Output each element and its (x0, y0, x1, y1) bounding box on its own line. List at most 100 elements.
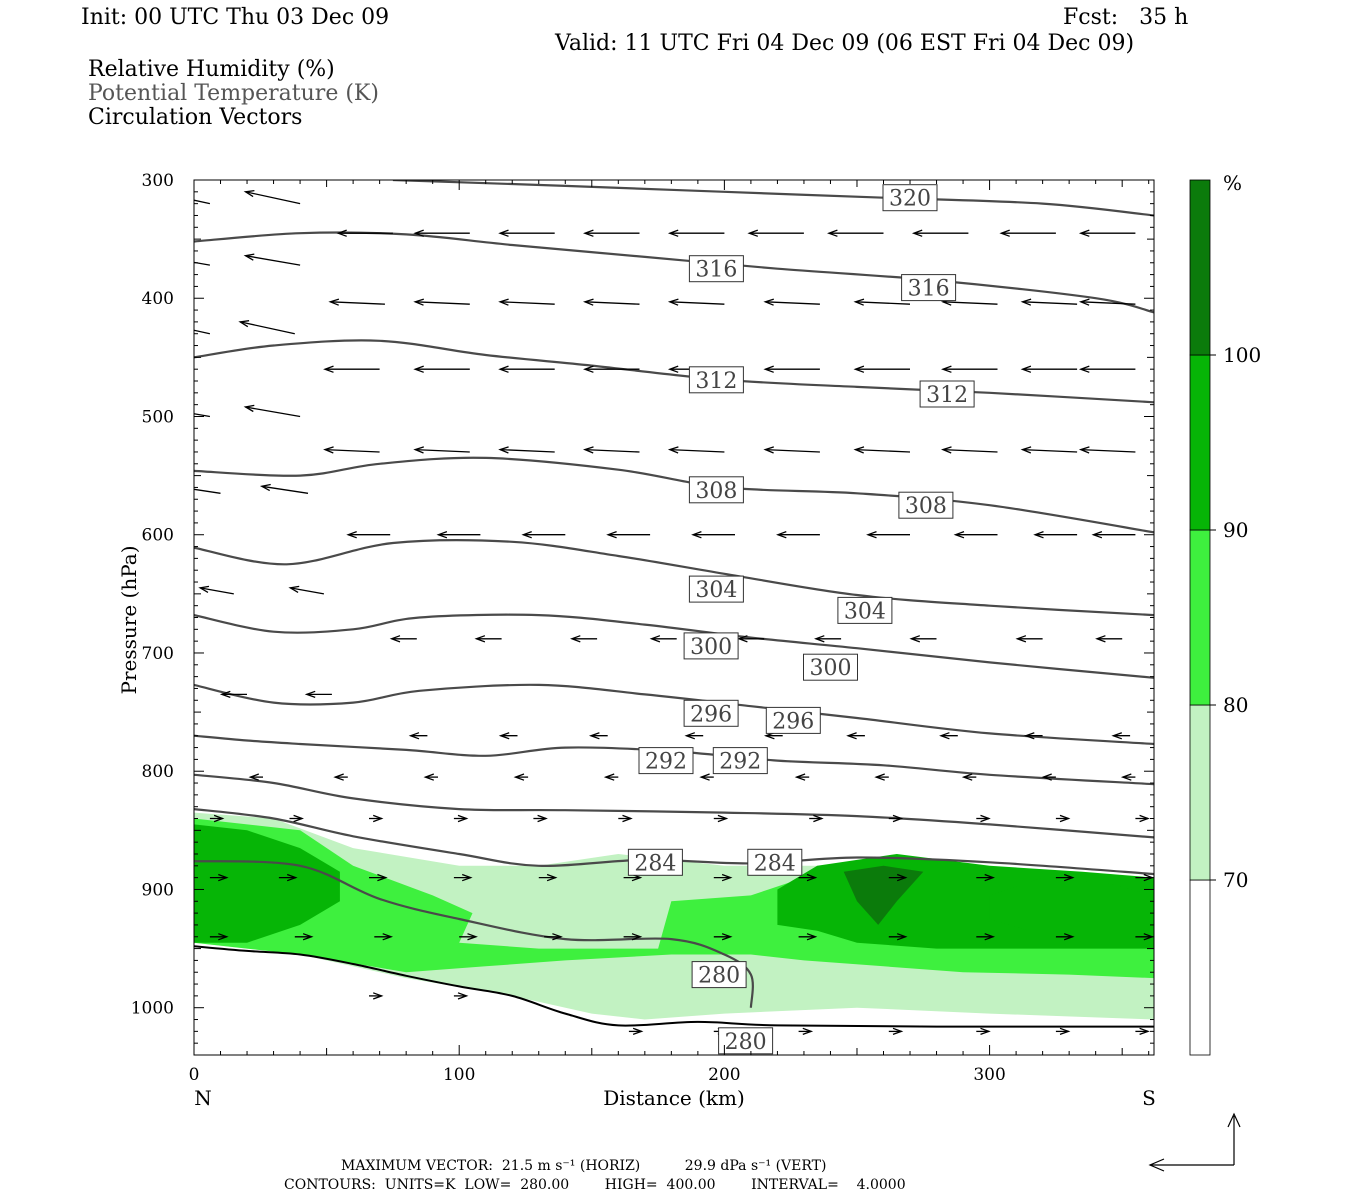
contour-label: 316 (695, 258, 737, 283)
vector-arrowhead (813, 814, 824, 823)
axis-ticks (193, 179, 1154, 1056)
vector-arrowhead (259, 483, 271, 492)
vector-arrowhead (1063, 933, 1075, 941)
contour-label-box (765, 706, 821, 734)
vector-arrowhead (940, 446, 952, 454)
y-tick-label: 700 (142, 644, 174, 664)
vector-arrowhead (174, 485, 183, 491)
circulation-vector (415, 448, 470, 453)
vector-arrowhead (457, 992, 469, 1000)
contour-label-box (882, 184, 938, 212)
theta-contours (194, 180, 1154, 1008)
circulation-vector (765, 448, 820, 453)
circulation-vector (261, 485, 309, 494)
vector-arrowhead (498, 229, 509, 237)
vector-arrowhead (1139, 814, 1150, 823)
theta-contour-line (194, 734, 1154, 786)
contour-label: 308 (695, 479, 737, 504)
vector-arrowhead (892, 1027, 904, 1036)
vector-arrowhead (408, 732, 420, 740)
x-tick-label: 100 (443, 1065, 475, 1085)
circulation-vector (240, 321, 295, 335)
y-tick-label: 600 (142, 526, 174, 546)
contour-label: 292 (645, 750, 687, 775)
vector-arrowhead (583, 365, 594, 373)
contour-label: 308 (905, 494, 947, 519)
circulation-vector (194, 261, 211, 266)
colorbar-segment (1189, 354, 1211, 531)
contour-label: 280 (698, 964, 740, 989)
circulation-vector (290, 587, 325, 595)
vector-arrowhead (632, 1027, 644, 1036)
contour-label: 296 (690, 702, 732, 727)
circulation-vector (584, 301, 640, 305)
contour-label: 280 (725, 1030, 767, 1055)
vector-arrowhead (1078, 298, 1090, 306)
contour-info-note: CONTOURS: UNITS=K LOW= 280.00 HIGH= 400.… (284, 1177, 906, 1193)
vector-arrowhead (288, 585, 300, 593)
circulation-vector (765, 301, 820, 305)
vector-arrowhead (521, 530, 532, 539)
vector-arrowhead (827, 229, 838, 237)
vector-arrowhead (1111, 732, 1123, 740)
contour-label: 300 (810, 656, 852, 681)
contour-label-box (898, 491, 954, 519)
contour-label: 316 (908, 277, 950, 302)
circulation-vector (194, 329, 211, 335)
vector-arrowhead (389, 635, 401, 643)
contour-label: 296 (772, 709, 814, 734)
vector-arrowhead (999, 229, 1010, 237)
contour-label: 312 (695, 369, 737, 394)
vector-arrowhead (243, 253, 255, 261)
vector-arrowhead (333, 773, 344, 781)
vector-arrowhead (939, 732, 950, 740)
x-axis-title: Distance (km) (603, 1086, 745, 1110)
contour-label: 312 (926, 383, 968, 408)
vector-arrowhead (413, 298, 424, 306)
contour-label: 284 (634, 851, 676, 876)
circulation-vector (584, 448, 640, 453)
circulation-vector (942, 448, 998, 453)
vector-arrowhead (423, 773, 435, 781)
max-vector-note: MAXIMUM VECTOR: 21.5 m s⁻¹ (HORIZ) 29.9 … (341, 1158, 827, 1174)
vector-arrowhead (377, 873, 388, 882)
vector-arrowhead (684, 732, 696, 740)
circulation-vector (330, 301, 385, 305)
vector-arrowhead (498, 446, 509, 454)
vector-arrowhead (1059, 814, 1071, 823)
vector-arrowhead (513, 773, 525, 781)
vector-arrowhead (248, 773, 260, 781)
y-tick-label: 500 (142, 408, 174, 428)
vector-arrowhead (582, 446, 594, 454)
circulation-vector (500, 301, 555, 305)
contour-label-box (688, 575, 744, 603)
terrain-profile (194, 945, 1154, 1028)
contour-label: 304 (695, 578, 737, 603)
vector-arrowhead (1139, 1027, 1150, 1036)
theta-contour-line (194, 456, 1154, 534)
contour-label-box (803, 653, 858, 681)
theta-contour-line (194, 773, 1154, 839)
vector-arrowhead (984, 933, 996, 941)
vector-arrowhead (814, 635, 825, 643)
vector-arrowhead (763, 298, 774, 306)
vector-arrowhead (328, 298, 340, 306)
circulation-vector (415, 301, 470, 305)
colorbar: 70 80 90 100% (1189, 171, 1261, 1056)
circulation-vector (245, 406, 301, 418)
vector-arrowhead (1020, 446, 1032, 454)
legend-relative-humidity: Relative Humidity (%) (88, 57, 335, 82)
vector-arrowhead (961, 773, 973, 781)
circulation-vector (194, 199, 211, 205)
vector-arrowhead (293, 814, 304, 823)
rh-90-area (194, 824, 340, 943)
vector-arrowhead (498, 298, 509, 306)
vector-arrowhead (603, 773, 615, 781)
vector-arrowhead (953, 530, 965, 539)
vector-arrowhead (802, 1027, 814, 1036)
vector-arrowhead (1033, 530, 1044, 539)
circulation-vector (200, 587, 234, 595)
vector-arrowhead (1059, 1027, 1071, 1036)
vector-arrowhead (691, 530, 702, 539)
